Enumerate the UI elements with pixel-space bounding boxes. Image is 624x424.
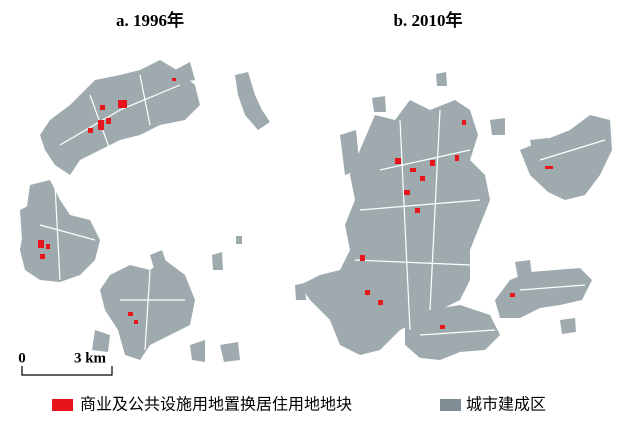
legend-label: 商业及公共设施用地置换居住用地地块 bbox=[80, 396, 352, 414]
panel-title: a. 1996年 bbox=[116, 10, 184, 30]
legend-swatch bbox=[440, 399, 461, 411]
scale-end: 3 km bbox=[74, 350, 107, 366]
replaced-parcels bbox=[38, 78, 553, 329]
panel-title: b. 2010年 bbox=[394, 10, 463, 30]
legend: 商业及公共设施用地置换居住用地地块 城市建成区 bbox=[52, 396, 546, 414]
scale-bar: 0 3 km bbox=[18, 350, 113, 376]
legend-swatch bbox=[52, 399, 73, 411]
built-up-area bbox=[20, 60, 612, 362]
legend-label: 城市建成区 bbox=[466, 396, 546, 414]
scale-start: 0 bbox=[18, 350, 26, 366]
